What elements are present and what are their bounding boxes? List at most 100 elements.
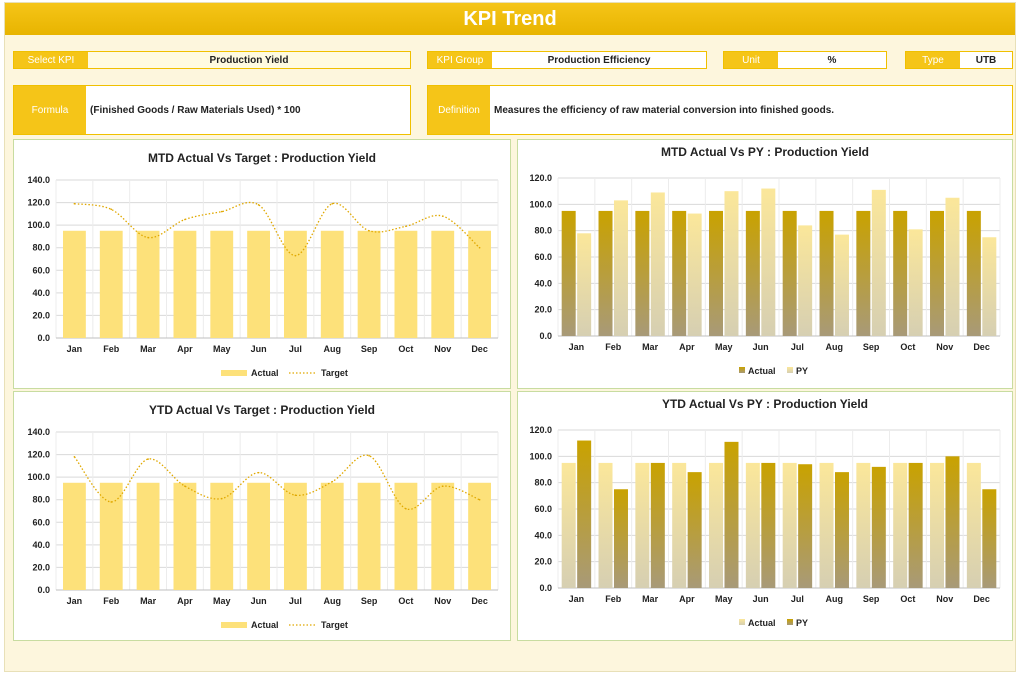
target-point-apr bbox=[184, 218, 186, 221]
x-tick-label: Dec bbox=[471, 344, 488, 354]
bar-actual-feb bbox=[99, 230, 123, 338]
chart-title: YTD Actual Vs Target : Production Yield bbox=[149, 403, 375, 417]
bar-actual-mar bbox=[136, 482, 160, 590]
target-point-sep bbox=[368, 454, 370, 457]
bar-actual-feb bbox=[598, 210, 613, 336]
target-point-apr bbox=[184, 485, 186, 487]
target-point-may bbox=[220, 210, 223, 213]
bar-actual-apr bbox=[173, 230, 197, 338]
y-tick-label: 100.0 bbox=[27, 472, 50, 482]
target-point-jun bbox=[257, 204, 260, 206]
x-tick-label: Dec bbox=[973, 342, 990, 352]
x-tick-label: Mar bbox=[140, 596, 157, 606]
bar-actual-may bbox=[709, 462, 724, 588]
y-tick-label: 20.0 bbox=[534, 305, 552, 315]
chart-panel-ytd-target: YTD Actual Vs Target : Production Yield 0… bbox=[13, 391, 511, 641]
x-tick-label: Oct bbox=[900, 342, 915, 352]
formula-label: Formula bbox=[14, 86, 86, 134]
bar-py-jun bbox=[761, 462, 776, 588]
bar-actual-nov bbox=[431, 482, 455, 590]
bar-py-jun bbox=[761, 188, 776, 336]
bar-actual-oct bbox=[394, 230, 418, 338]
bar-actual-sep bbox=[357, 230, 381, 338]
target-point-mar bbox=[147, 236, 149, 239]
bar-py-oct bbox=[908, 229, 923, 336]
legend-swatch-actual bbox=[221, 622, 247, 628]
formula-box: Formula (Finished Goods / Raw Materials … bbox=[13, 85, 411, 135]
y-tick-label: 60.0 bbox=[32, 517, 50, 527]
x-tick-label: May bbox=[213, 344, 231, 354]
dashboard-frame: KPI Trend Select KPI Production Yield KP… bbox=[4, 2, 1016, 672]
bar-actual-feb bbox=[598, 462, 613, 588]
x-tick-label: Apr bbox=[679, 594, 695, 604]
bar-actual-apr bbox=[173, 482, 197, 590]
bar-actual-sep bbox=[357, 482, 381, 590]
target-point-jan bbox=[73, 202, 76, 205]
x-tick-label: Sep bbox=[361, 596, 378, 606]
y-tick-label: 40.0 bbox=[32, 288, 50, 298]
x-tick-label: Sep bbox=[863, 342, 880, 352]
bar-actual-mar bbox=[136, 230, 160, 338]
y-tick-label: 120.0 bbox=[27, 450, 50, 460]
x-tick-label: Sep bbox=[863, 594, 880, 604]
x-tick-label: Dec bbox=[973, 594, 990, 604]
target-point-sep bbox=[368, 229, 370, 232]
x-tick-label: Jan bbox=[569, 342, 585, 352]
legend-label-target: Target bbox=[321, 620, 348, 630]
bar-actual-jan bbox=[62, 482, 86, 590]
x-tick-label: Jun bbox=[753, 594, 769, 604]
x-tick-label: Nov bbox=[434, 596, 451, 606]
type-value: UTB bbox=[960, 52, 1012, 68]
y-tick-label: 120.0 bbox=[529, 425, 552, 435]
bar-actual-apr bbox=[672, 462, 687, 588]
chart-title: MTD Actual Vs Target : Production Yield bbox=[148, 151, 376, 165]
x-tick-label: Feb bbox=[605, 342, 622, 352]
x-tick-label: Mar bbox=[642, 594, 659, 604]
target-point-aug bbox=[331, 480, 334, 483]
bar-py-aug bbox=[834, 234, 849, 336]
x-tick-label: Aug bbox=[324, 344, 342, 354]
bar-py-feb bbox=[613, 200, 628, 336]
bar-py-sep bbox=[871, 466, 886, 588]
bar-py-feb bbox=[613, 489, 628, 588]
x-tick-label: Aug bbox=[826, 594, 844, 604]
formula-text: (Finished Goods / Raw Materials Used) * … bbox=[90, 104, 301, 116]
chart-title: YTD Actual Vs PY : Production Yield bbox=[662, 397, 868, 411]
type-label: Type bbox=[906, 52, 960, 68]
y-tick-label: 140.0 bbox=[27, 175, 50, 185]
target-point-oct bbox=[405, 225, 407, 228]
bar-actual-jul bbox=[283, 230, 307, 338]
bar-actual-oct bbox=[893, 210, 908, 336]
bar-py-aug bbox=[834, 472, 849, 588]
bar-py-mar bbox=[650, 462, 665, 588]
y-tick-label: 80.0 bbox=[32, 495, 50, 505]
y-tick-label: 0.0 bbox=[37, 333, 50, 343]
legend-label-target: Target bbox=[321, 368, 348, 378]
bar-actual-jan bbox=[561, 210, 576, 336]
bar-actual-sep bbox=[856, 210, 871, 336]
target-point-oct bbox=[405, 507, 407, 510]
y-tick-label: 40.0 bbox=[534, 278, 552, 288]
y-tick-label: 120.0 bbox=[529, 173, 552, 183]
target-point-dec bbox=[478, 246, 481, 249]
bar-actual-dec bbox=[966, 210, 981, 336]
bar-py-may bbox=[724, 441, 739, 588]
y-tick-label: 140.0 bbox=[27, 427, 50, 437]
bar-py-nov bbox=[945, 197, 960, 336]
x-tick-label: Aug bbox=[324, 596, 342, 606]
bar-py-jul bbox=[798, 464, 813, 588]
bar-actual-may bbox=[709, 210, 724, 336]
chart-ytd-actual-vs-target: YTD Actual Vs Target : Production Yield 0… bbox=[27, 403, 499, 630]
select-kpi-dropdown[interactable]: Production Yield bbox=[88, 52, 410, 68]
target-point-may bbox=[220, 497, 223, 500]
y-tick-label: 120.0 bbox=[27, 198, 50, 208]
legend-label-actual: Actual bbox=[748, 366, 776, 376]
bar-actual-mar bbox=[635, 462, 650, 588]
x-tick-label: Jun bbox=[251, 596, 267, 606]
y-tick-label: 80.0 bbox=[534, 478, 552, 488]
target-point-aug bbox=[331, 202, 334, 205]
y-tick-label: 0.0 bbox=[539, 583, 552, 593]
bar-py-dec bbox=[982, 489, 997, 588]
bar-actual-nov bbox=[930, 462, 945, 588]
x-tick-label: Oct bbox=[398, 596, 413, 606]
